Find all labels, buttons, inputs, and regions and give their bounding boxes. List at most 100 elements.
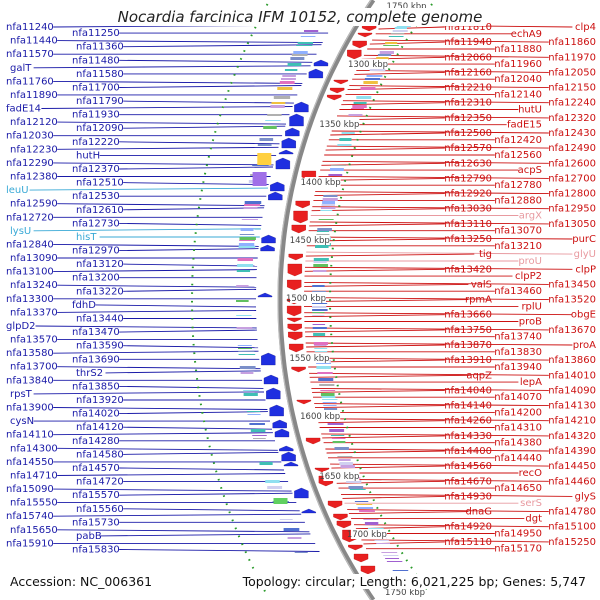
right-gene-label: proU [518, 256, 542, 267]
reverse-gene-arrow [275, 157, 291, 170]
right-leader-line [314, 403, 549, 407]
right-leader-line [307, 236, 573, 240]
left-gene-label: nfa12610 [76, 205, 124, 216]
left-leader-line [119, 549, 320, 552]
feature-box-right [238, 243, 255, 246]
right-leader-line [353, 524, 549, 528]
right-gene-label: nfa14560 [444, 461, 492, 472]
left-gene-label: nfa12120 [10, 117, 58, 128]
feature-box-left [388, 36, 404, 37]
left-gene-label: nfa12720 [6, 212, 54, 223]
left-leader-line [123, 44, 322, 48]
left-leader-line [123, 451, 279, 455]
left-leader-line [53, 407, 268, 410]
right-gene-label: nfa12800 [548, 189, 596, 200]
right-gene-label: nfa13460 [494, 286, 542, 297]
reverse-gene-arrow [266, 387, 281, 400]
feature-box-left [374, 540, 389, 541]
feature-box-right [300, 36, 316, 37]
left-leader-line [119, 467, 285, 471]
right-gene-label: nfa13750 [444, 325, 492, 336]
left-gene-label: nfa14550 [6, 457, 54, 468]
left-gene-label: nfa11700 [72, 83, 120, 94]
left-leader-line [119, 166, 274, 170]
left-leader-line [119, 59, 313, 63]
right-gene-label: nfa12420 [494, 135, 542, 146]
right-leader-line [325, 448, 549, 452]
feature-box-left [332, 441, 346, 443]
right-gene-label: nfa14390 [548, 446, 596, 457]
right-leader-line [305, 253, 475, 257]
feature-box-right [238, 351, 255, 352]
right-leader-line [309, 372, 549, 376]
right-leader-line [317, 418, 549, 422]
right-gene-label: nfa14440 [494, 453, 542, 464]
feature-box-left [357, 507, 374, 509]
left-gene-label: nfa15830 [72, 545, 120, 556]
feature-box-left [339, 462, 353, 465]
forward-gene-arrow [293, 210, 308, 224]
feature-box-left [318, 378, 334, 381]
reverse-gene-arrow [289, 113, 304, 127]
right-leader-line [378, 26, 445, 30]
left-gene-label: nfa11580 [76, 69, 124, 80]
left-leader-line [119, 329, 257, 333]
left-gene-label: nfa12510 [76, 178, 124, 189]
right-gene-label: nfa13450 [548, 279, 596, 290]
forward-gene-arrow [291, 366, 306, 373]
feature-box-left [322, 201, 336, 204]
right-gene-label: nfa12430 [548, 128, 596, 139]
kbp-tick-label: 1600 kbp [300, 412, 340, 422]
feature-box-left [316, 234, 330, 235]
feature-box-left [320, 210, 333, 211]
right-leader-line [321, 433, 549, 437]
kbp-tick-label: 1300 kbp [348, 60, 388, 70]
left-gene-label: rpsT [10, 389, 33, 400]
forward-gene-arrow [289, 343, 304, 353]
feature-box-left [337, 456, 353, 457]
right-leader-line [304, 283, 469, 287]
forward-gene-arrow [327, 94, 342, 101]
right-leader-line [318, 420, 445, 424]
feature-box-left [312, 324, 326, 325]
reverse-gene-arrow [283, 461, 299, 467]
right-leader-line [312, 206, 549, 210]
reverse-gene-arrow [261, 234, 276, 244]
kbp-tick-bg [293, 353, 330, 363]
right-leader-line [304, 266, 573, 270]
left-gene-label: nfa12230 [10, 144, 58, 155]
feature-box-right [281, 78, 296, 80]
feature-box-right [237, 264, 254, 267]
left-leader-line [33, 391, 265, 395]
right-gene-label: echA9 [511, 29, 542, 40]
feature-box-left [364, 522, 379, 525]
feature-box-right [240, 372, 254, 374]
right-gene-label: nfa14450 [548, 461, 596, 472]
forward-gene-arrow [287, 279, 302, 291]
right-gene-label: nfa13050 [548, 219, 596, 230]
feature-box-left [321, 204, 336, 206]
kbp-tick-bg [352, 59, 388, 69]
right-gene-label: clpP [575, 264, 596, 275]
feature-box-left [323, 195, 338, 197]
left-gene-label: nfa11250 [72, 28, 120, 39]
feature-box-left [348, 114, 363, 116]
forward-gene-arrow [305, 437, 321, 445]
feature-box-right [241, 219, 259, 220]
right-gene-label: hutU [518, 105, 542, 116]
forward-gene-arrow [333, 79, 349, 85]
right-leader-line [312, 389, 445, 393]
left-leader-line [57, 447, 278, 451]
feature-box-left [340, 465, 355, 468]
feature-box-right [246, 411, 261, 412]
right-gene-label: nfa13210 [494, 241, 542, 252]
reverse-gene-arrow [261, 352, 276, 366]
left-gene-label: nfa13440 [76, 314, 124, 325]
left-leader-line [53, 432, 273, 436]
feature-box-left [364, 78, 381, 80]
kbp-tick-bg [304, 177, 341, 187]
reverse-gene-arrow [281, 137, 296, 149]
left-leader-line [119, 222, 262, 226]
feature-box-left [317, 372, 333, 374]
reverse-gene-arrow [274, 428, 290, 438]
